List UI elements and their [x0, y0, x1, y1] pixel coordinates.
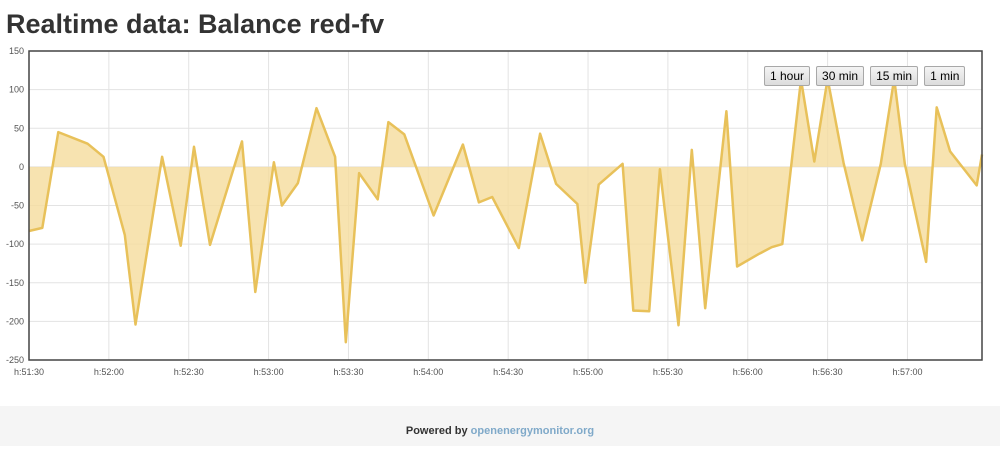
x-tick-label: h:54:30	[493, 367, 523, 377]
y-tick-label: 150	[9, 46, 24, 56]
y-tick-label: 0	[19, 162, 24, 172]
y-tick-label: -100	[6, 239, 24, 249]
x-tick-label: h:53:00	[254, 367, 284, 377]
page-title: Realtime data: Balance red-fv	[6, 9, 385, 39]
y-axis-tick-labels: 150 100 50 0 -50 -100 -150 -200 -250	[6, 46, 24, 365]
range-30-min-button[interactable]: 30 min	[816, 66, 865, 86]
x-tick-label: h:56:30	[813, 367, 843, 377]
x-tick-label: h:52:00	[94, 367, 124, 377]
y-tick-label: -150	[6, 278, 24, 288]
time-range-buttons: 1 hour 30 min 15 min 1 min	[764, 66, 966, 86]
x-axis-tick-labels: h:51:30 h:52:00 h:52:30 h:53:00 h:53:30 h:54:…	[14, 367, 922, 377]
range-15-min-button[interactable]: 15 min	[870, 66, 919, 86]
plot-frame	[28, 50, 983, 361]
y-tick-label: -250	[6, 355, 24, 365]
x-tick-label: h:55:30	[653, 367, 683, 377]
y-tick-label: 50	[14, 123, 24, 133]
footer: Powered by openenergymonitor.org	[0, 406, 1000, 446]
footer-prefix: Powered by	[405, 425, 468, 437]
x-tick-label: h:57:00	[892, 367, 922, 377]
series-line	[28, 77, 984, 344]
x-tick-label: h:52:30	[174, 367, 204, 377]
x-tick-label: h:55:00	[573, 367, 603, 377]
x-tick-label: h:54:00	[413, 367, 443, 377]
range-1-hour-button[interactable]: 1 hour	[764, 66, 811, 86]
series-area-fill	[29, 78, 982, 343]
x-tick-label: h:51:30	[14, 367, 44, 377]
y-tick-label: -50	[11, 201, 24, 211]
footer-link[interactable]: openenergymonitor.org	[470, 425, 595, 437]
x-tick-label: h:56:00	[733, 367, 763, 377]
y-tick-label: 100	[9, 85, 24, 95]
x-tick-label: h:53:30	[333, 367, 363, 377]
y-tick-label: -200	[6, 316, 24, 326]
range-1-min-button[interactable]: 1 min	[924, 66, 966, 86]
balance-chart: 150 100 50 0 -50 -100 -150 -200 -250 h:51:30 h:52…	[6, 46, 984, 377]
